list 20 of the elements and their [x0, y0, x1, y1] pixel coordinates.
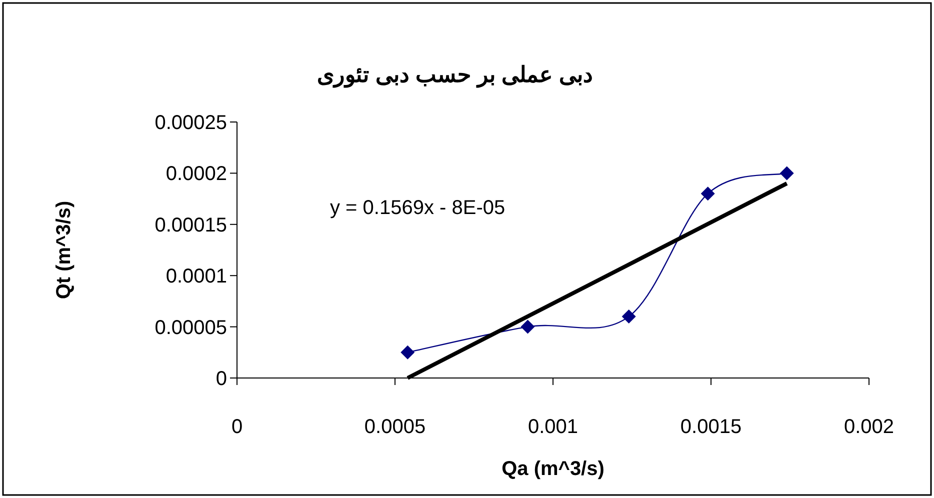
point	[700, 186, 715, 201]
x-tick-label: 0.001	[528, 416, 578, 438]
chart-title: دبی عملی بر حسب دبی تئوری	[317, 62, 593, 88]
y-tick-label: 0.00025	[154, 112, 227, 134]
y-axis-title: Qt (m^3/s)	[53, 200, 75, 300]
y-tick-label: 0.00015	[154, 214, 227, 236]
x-axis-title: Qa (m^3/s)	[502, 458, 604, 480]
y-tick-label: 0.0002	[166, 163, 227, 186]
point	[622, 310, 636, 324]
point	[780, 166, 794, 180]
y-tick-label: 0	[216, 368, 227, 390]
annotation: y = 0.1569x - 8E-05	[330, 197, 506, 219]
y-tick-label: 0.00005	[154, 316, 227, 339]
y-tick-label: 0.0001	[166, 266, 227, 288]
x-tick-label: 0.0005	[364, 416, 426, 438]
x-tick-label: 0.0015	[680, 416, 742, 438]
point	[520, 320, 535, 334]
x-tick-label: 0	[231, 416, 243, 438]
point	[400, 345, 415, 360]
x-tick-label: 0.002	[844, 416, 894, 438]
